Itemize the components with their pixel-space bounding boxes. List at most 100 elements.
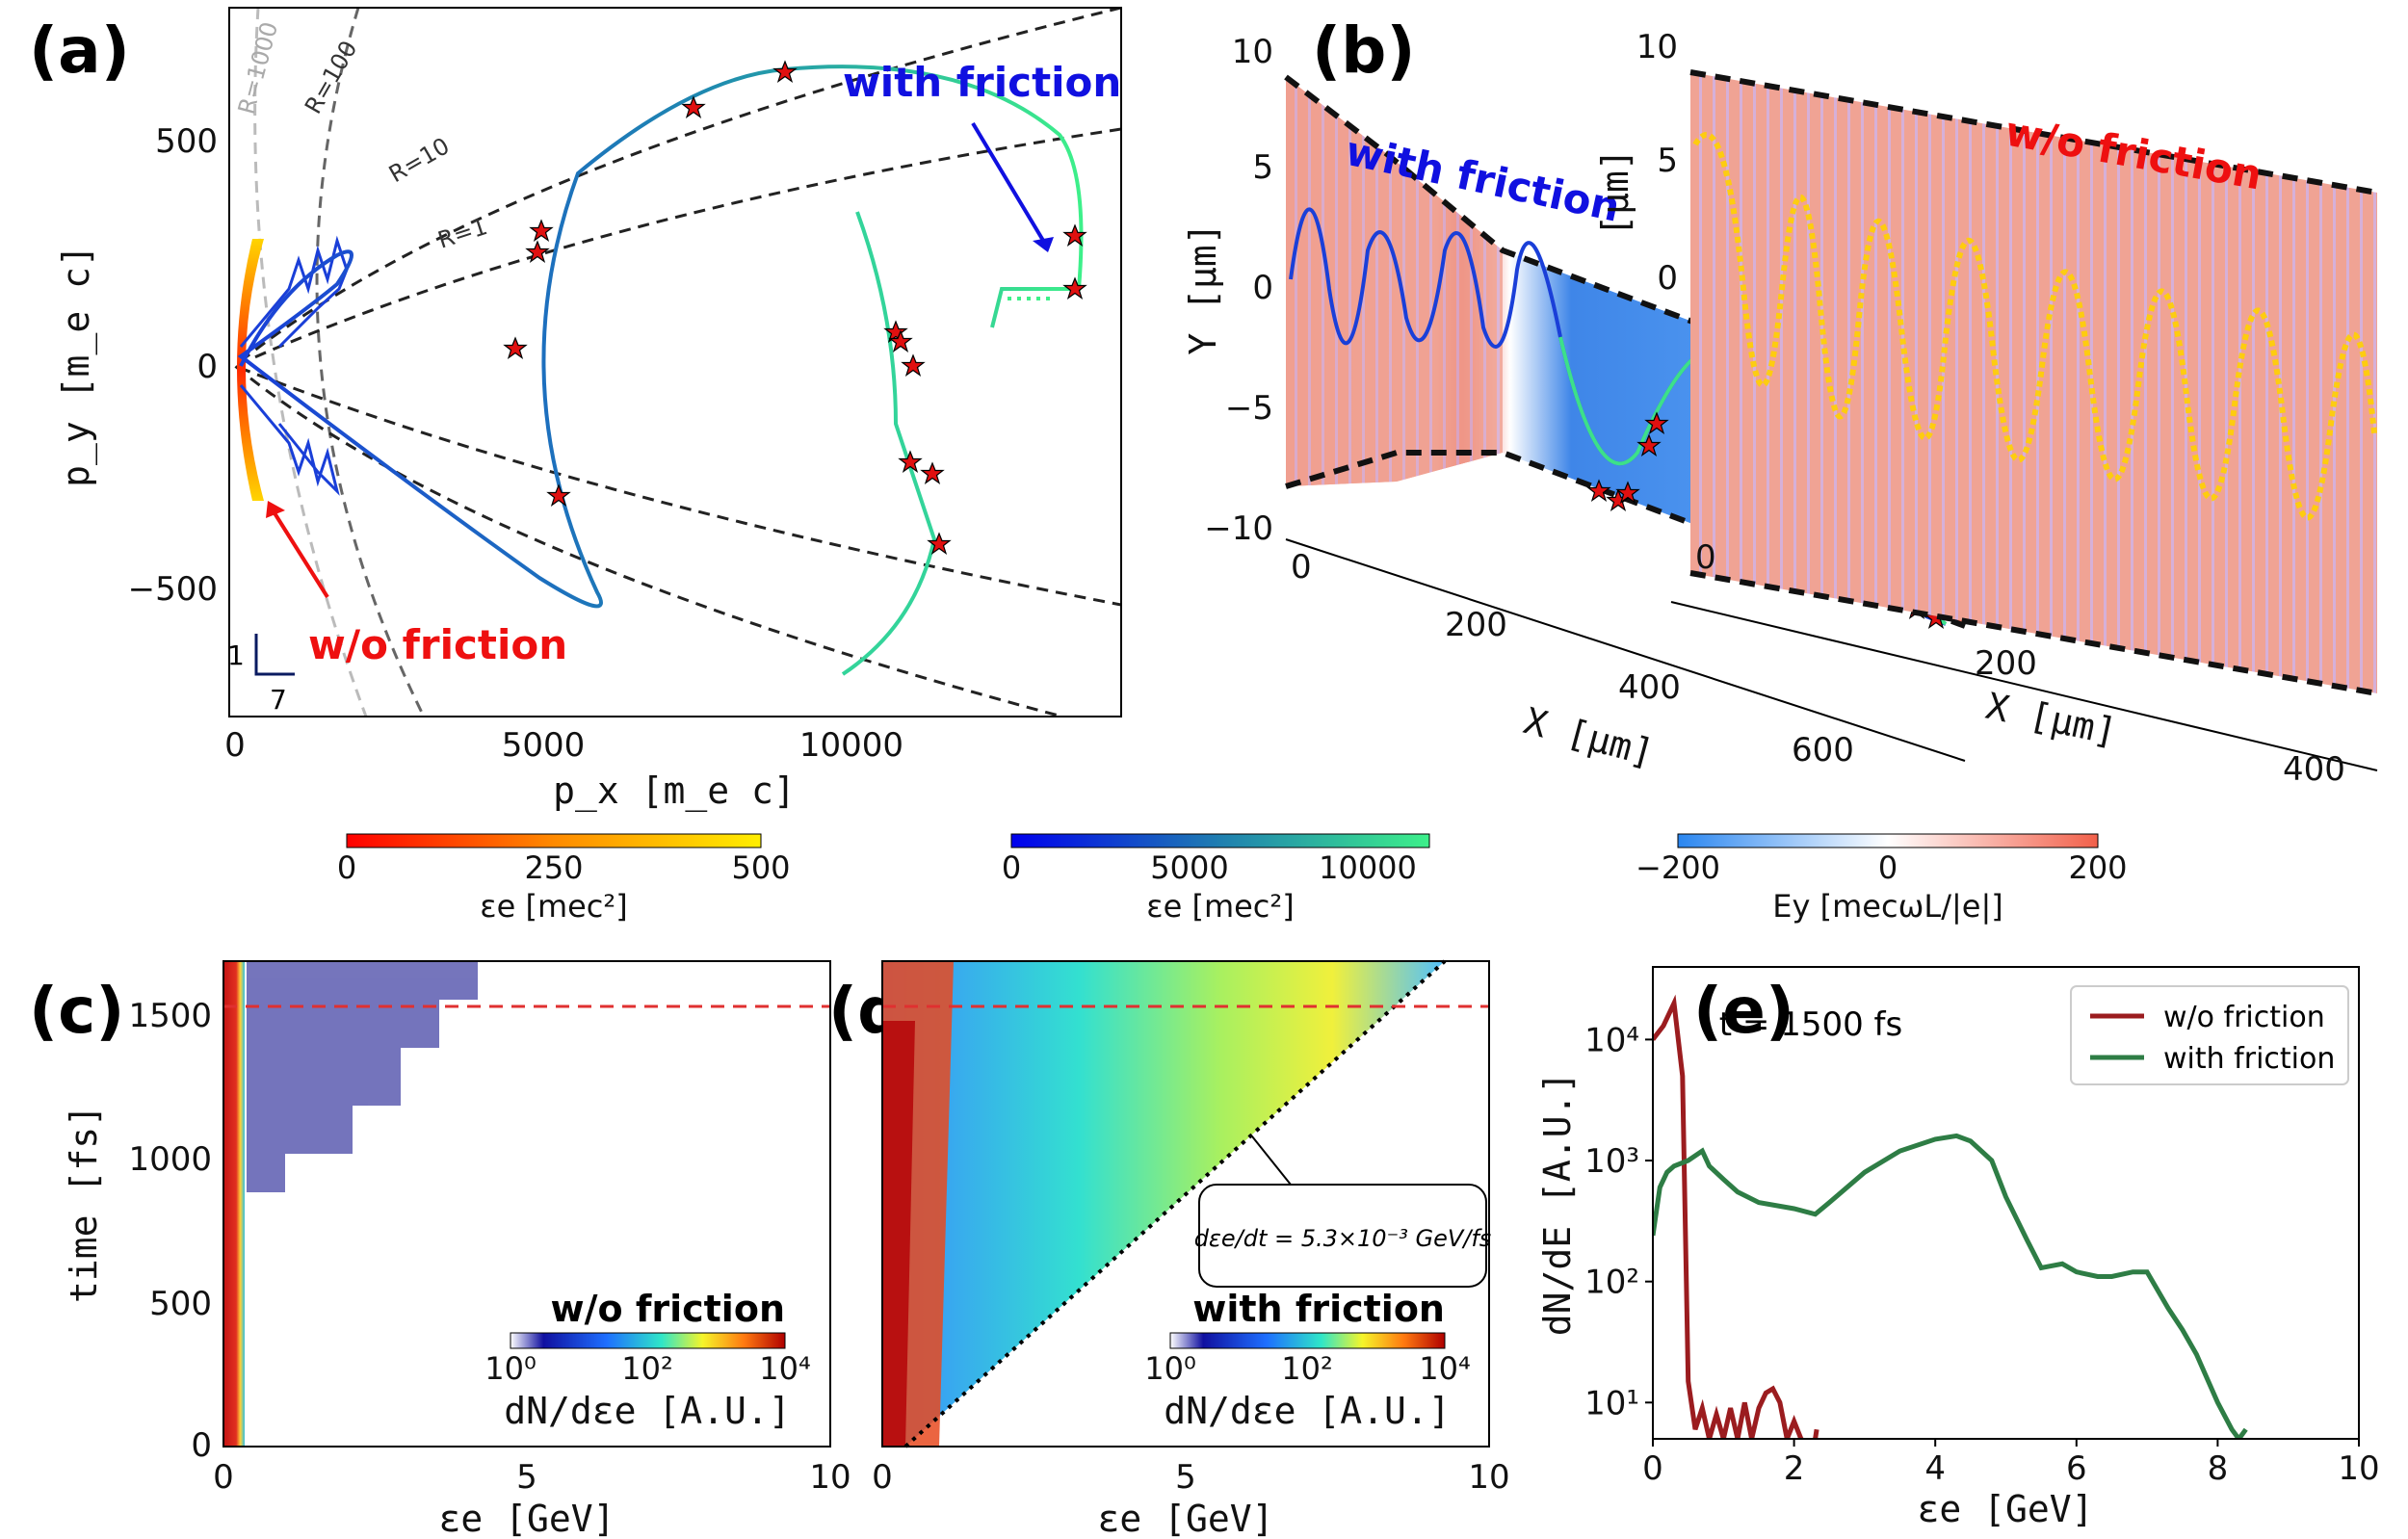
d-cb-label: dN/dεe [A.U.] (1164, 1390, 1450, 1432)
c-xtick: 5 (516, 1458, 537, 1497)
cb-label: Ey [mecωL/|e|] (1772, 888, 2002, 925)
arrow-wo-friction (270, 507, 329, 599)
colorbars: 0 250 500 εe [mec²] 0 5000 10000 εe [mec… (337, 833, 2128, 925)
a-xtick: 5000 (502, 726, 586, 765)
e-xticks: 0 2 4 6 8 10 (1642, 1439, 2380, 1488)
d-xtick: 0 (872, 1458, 893, 1497)
e-series-group (1653, 994, 2248, 1439)
b-xtick: 200 (1975, 644, 2037, 683)
e-xtick: 6 (2066, 1449, 2087, 1488)
c-cb-tick: 10⁴ (759, 1350, 811, 1387)
orbit-return (841, 211, 937, 676)
cb-tick: 0 (1878, 849, 1898, 886)
e-series-line (1653, 994, 1819, 1439)
panel-a: 0 5000 10000 500 0 −500 p_x [m_e c] p_y … (55, 7, 1122, 813)
panel-a-plot (231, 8, 1121, 717)
b-xtick: 0 (1695, 538, 1716, 577)
cb-tick: 10000 (1319, 849, 1417, 886)
dense-oscillation (239, 235, 349, 496)
b-right-surface (1690, 72, 2377, 693)
panel-a-wo-friction: w/o friction (308, 621, 567, 668)
panel-c-title: w/o friction (551, 1288, 786, 1330)
panel-c-xlabel: εe [GeV] (438, 1498, 615, 1539)
panel-d-title: with friction (1192, 1288, 1445, 1330)
fan-wo-friction (237, 239, 264, 501)
b-right-trajectory (1692, 132, 2377, 521)
panel-d-xlabel: εe [GeV] (1097, 1498, 1273, 1539)
cb-tick: 0 (1002, 849, 1021, 886)
b-left-yticks: 10 5 0 −5 −10 (1204, 33, 1273, 548)
arrow-with-friction (971, 121, 1050, 250)
panel-b-label: (b) (1312, 13, 1416, 88)
panel-a-with-friction: with friction (843, 59, 1121, 106)
panel-b: with friction 10 5 0 −5 −10 Y [μm] 0 200… (1182, 28, 2378, 789)
b-xtick: 400 (1618, 668, 1681, 707)
d-cb-tick: 10⁴ (1419, 1350, 1471, 1387)
colorbar-energy-high (1010, 833, 1430, 848)
c-ytick: 0 (191, 1426, 212, 1465)
cb-tick: 0 (337, 849, 356, 886)
cb-tick: 5000 (1150, 849, 1228, 886)
scale-v: 1 (227, 639, 245, 671)
cb-tick: −200 (1636, 849, 1720, 886)
d-slope-text: dεe/dt = 5.3×10⁻³ GeV/fs (1194, 1225, 1492, 1252)
r-labels: R=1000 R=100 R=10 R=1 (233, 19, 491, 254)
orbit-path (237, 65, 1084, 609)
cb-label: εe [mec²] (1146, 888, 1294, 925)
b-right-yticks: 10 5 0 (1636, 28, 1678, 298)
r-label: R=1000 (233, 19, 283, 117)
e-legend-label: w/o friction (2163, 1001, 2325, 1034)
panel-a-yticks: 500 0 −500 (128, 122, 218, 609)
e-xtick: 0 (1642, 1449, 1663, 1488)
c-cb-label: dN/dεe [A.U.] (504, 1390, 790, 1432)
a-ytick: 500 (155, 122, 218, 161)
e-legend-label: with friction (2163, 1042, 2335, 1076)
e-ytick: 10³ (1584, 1142, 1639, 1181)
b-xtick: 200 (1445, 606, 1507, 644)
d-heat (882, 961, 1445, 1447)
cb-tick: 500 (731, 849, 790, 886)
e-frame (1652, 966, 2360, 1440)
a-ytick: −500 (128, 570, 218, 609)
colorbar-ey (1677, 833, 2099, 848)
r-label: R=1 (434, 213, 490, 254)
cb-tick: 250 (524, 849, 583, 886)
d-cb-tick: 10⁰ (1144, 1350, 1196, 1387)
b-xtick: 400 (2283, 750, 2345, 789)
c-cb-tick: 10⁰ (484, 1350, 537, 1387)
d-slope-box (1198, 1184, 1487, 1288)
c-ytick: 500 (149, 1285, 212, 1323)
b-xtick: 600 (1792, 731, 1854, 770)
e-yticks: 10¹ 10² 10³ 10⁴ (1584, 1021, 1653, 1422)
r-curve-100 (315, 8, 426, 717)
c-ytick: 1500 (128, 997, 212, 1035)
panel-c-label: (c) (29, 974, 124, 1048)
c-ytick: 1000 (128, 1140, 212, 1179)
a-ytick: 0 (196, 348, 218, 386)
panel-e-ylabel: dN/dE [A.U.] (1536, 1072, 1579, 1337)
d-cb-tick: 10² (1281, 1350, 1333, 1387)
panel-a-xticks: 0 5000 10000 (224, 726, 903, 765)
r-curve-10 (232, 8, 1121, 717)
d-xticks: 0 5 10 (872, 1458, 1509, 1497)
scale-bar (254, 634, 295, 676)
e-series-line (1653, 1133, 2248, 1439)
a-xtick: 10000 (799, 726, 903, 765)
e-xtick: 10 (2338, 1449, 2379, 1488)
e-ytick: 10² (1584, 1264, 1639, 1302)
panel-a-label: (a) (29, 13, 130, 88)
b-ytick: 0 (1252, 269, 1273, 307)
b-ytick: 10 (1232, 33, 1273, 71)
e-ytick: 10¹ (1584, 1384, 1639, 1422)
b-ytick: 5 (1252, 148, 1273, 187)
panel-a-xlabel: p_x [m_e c] (553, 770, 796, 813)
panel-b-ylabel: Y [μm] (1182, 222, 1224, 354)
b-ytick: 0 (1657, 259, 1678, 298)
panel-a-frame (228, 7, 1122, 717)
panel-a-ylabel: p_y [m_e c] (55, 245, 98, 487)
panel-b-right-ylabel: [μm] (1594, 148, 1636, 237)
d-xtick: 10 (1468, 1458, 1509, 1497)
a-xtick: 0 (224, 726, 246, 765)
c-xticks: 0 5 10 (213, 1458, 851, 1497)
